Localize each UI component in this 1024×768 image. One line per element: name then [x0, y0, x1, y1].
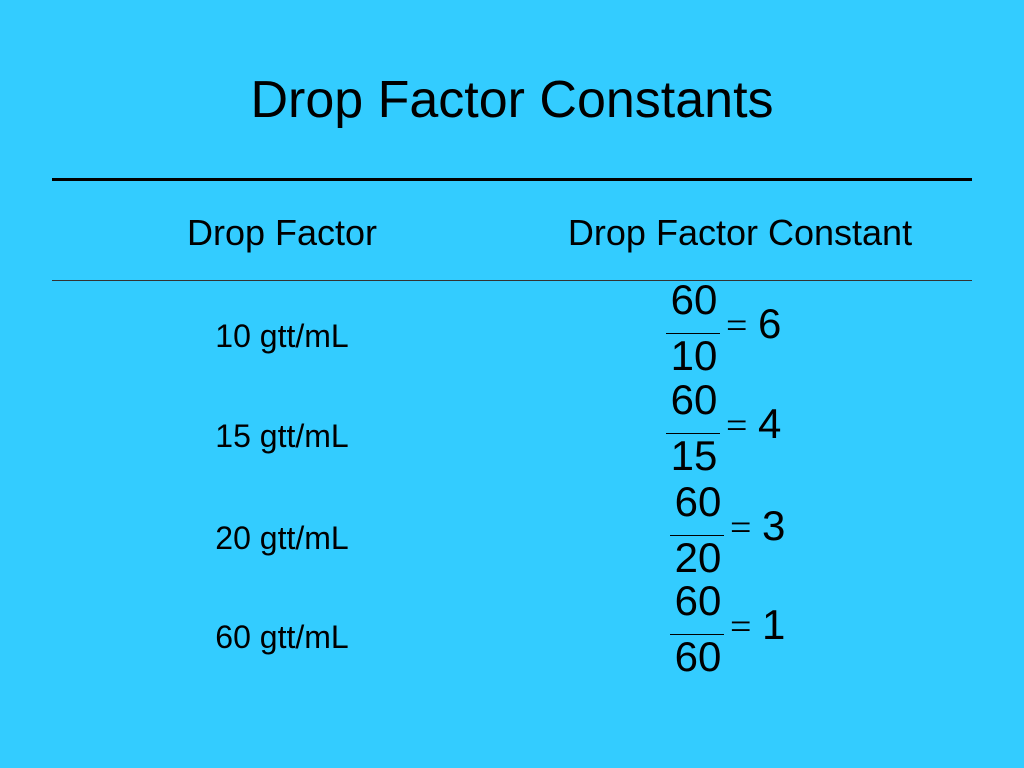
numerator: 60: [674, 577, 722, 624]
fraction-bar: [666, 333, 720, 334]
equals-sign: =: [730, 507, 752, 549]
denominator: 60: [674, 633, 722, 680]
result: 1: [762, 601, 786, 648]
column-header: Drop Factor: [186, 212, 378, 253]
column-header: Drop Factor Constant: [567, 212, 913, 253]
numerator: 60: [670, 376, 718, 423]
header-rule: [52, 280, 972, 281]
result: 3: [762, 502, 786, 549]
equals-sign: =: [726, 305, 748, 347]
fraction-bar: [666, 433, 720, 434]
denominator: 10: [670, 332, 718, 379]
result: 4: [758, 400, 782, 447]
equals-sign: =: [730, 606, 752, 648]
title-rule: [52, 178, 972, 181]
result: 6: [758, 300, 782, 347]
drop-factor: 15 gtt/mL: [215, 418, 349, 454]
drop-factor: 20 gtt/mL: [215, 520, 349, 556]
fraction-bar: [670, 535, 724, 536]
equals-sign: =: [726, 405, 748, 447]
denominator: 15: [670, 432, 718, 479]
drop-factor: 60 gtt/mL: [215, 619, 349, 655]
fraction-bar: [670, 634, 724, 635]
denominator: 20: [674, 534, 722, 581]
numerator: 60: [670, 276, 718, 323]
drop-factor: 10 gtt/mL: [215, 318, 349, 354]
slide-title: Drop Factor Constants: [250, 71, 774, 129]
numerator: 60: [674, 478, 722, 525]
